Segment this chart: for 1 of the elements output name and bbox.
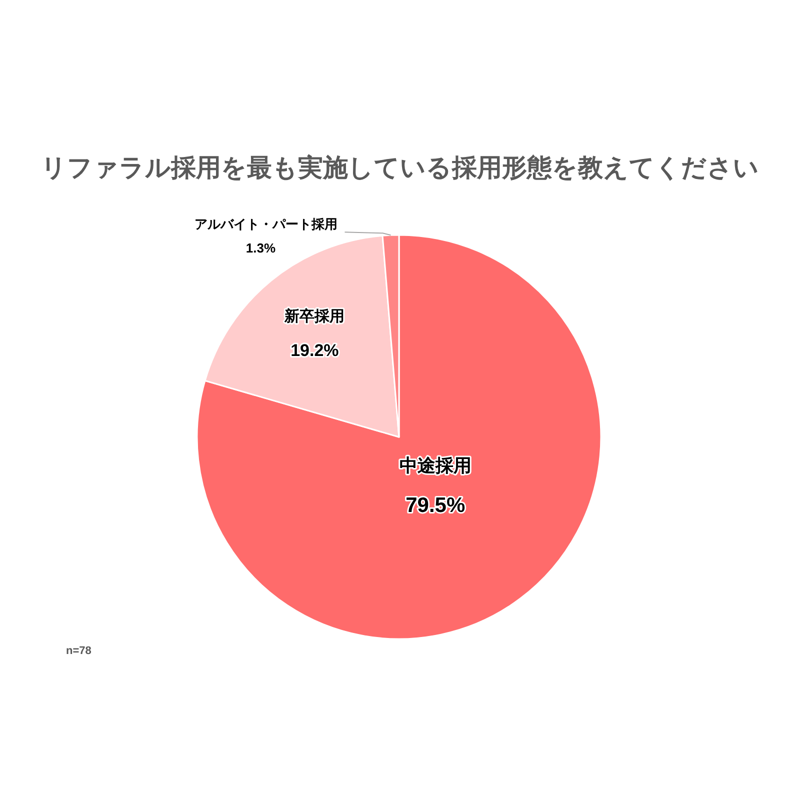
title: リファラル採用を最も実施している採用形態を教えてください [41, 154, 759, 182]
